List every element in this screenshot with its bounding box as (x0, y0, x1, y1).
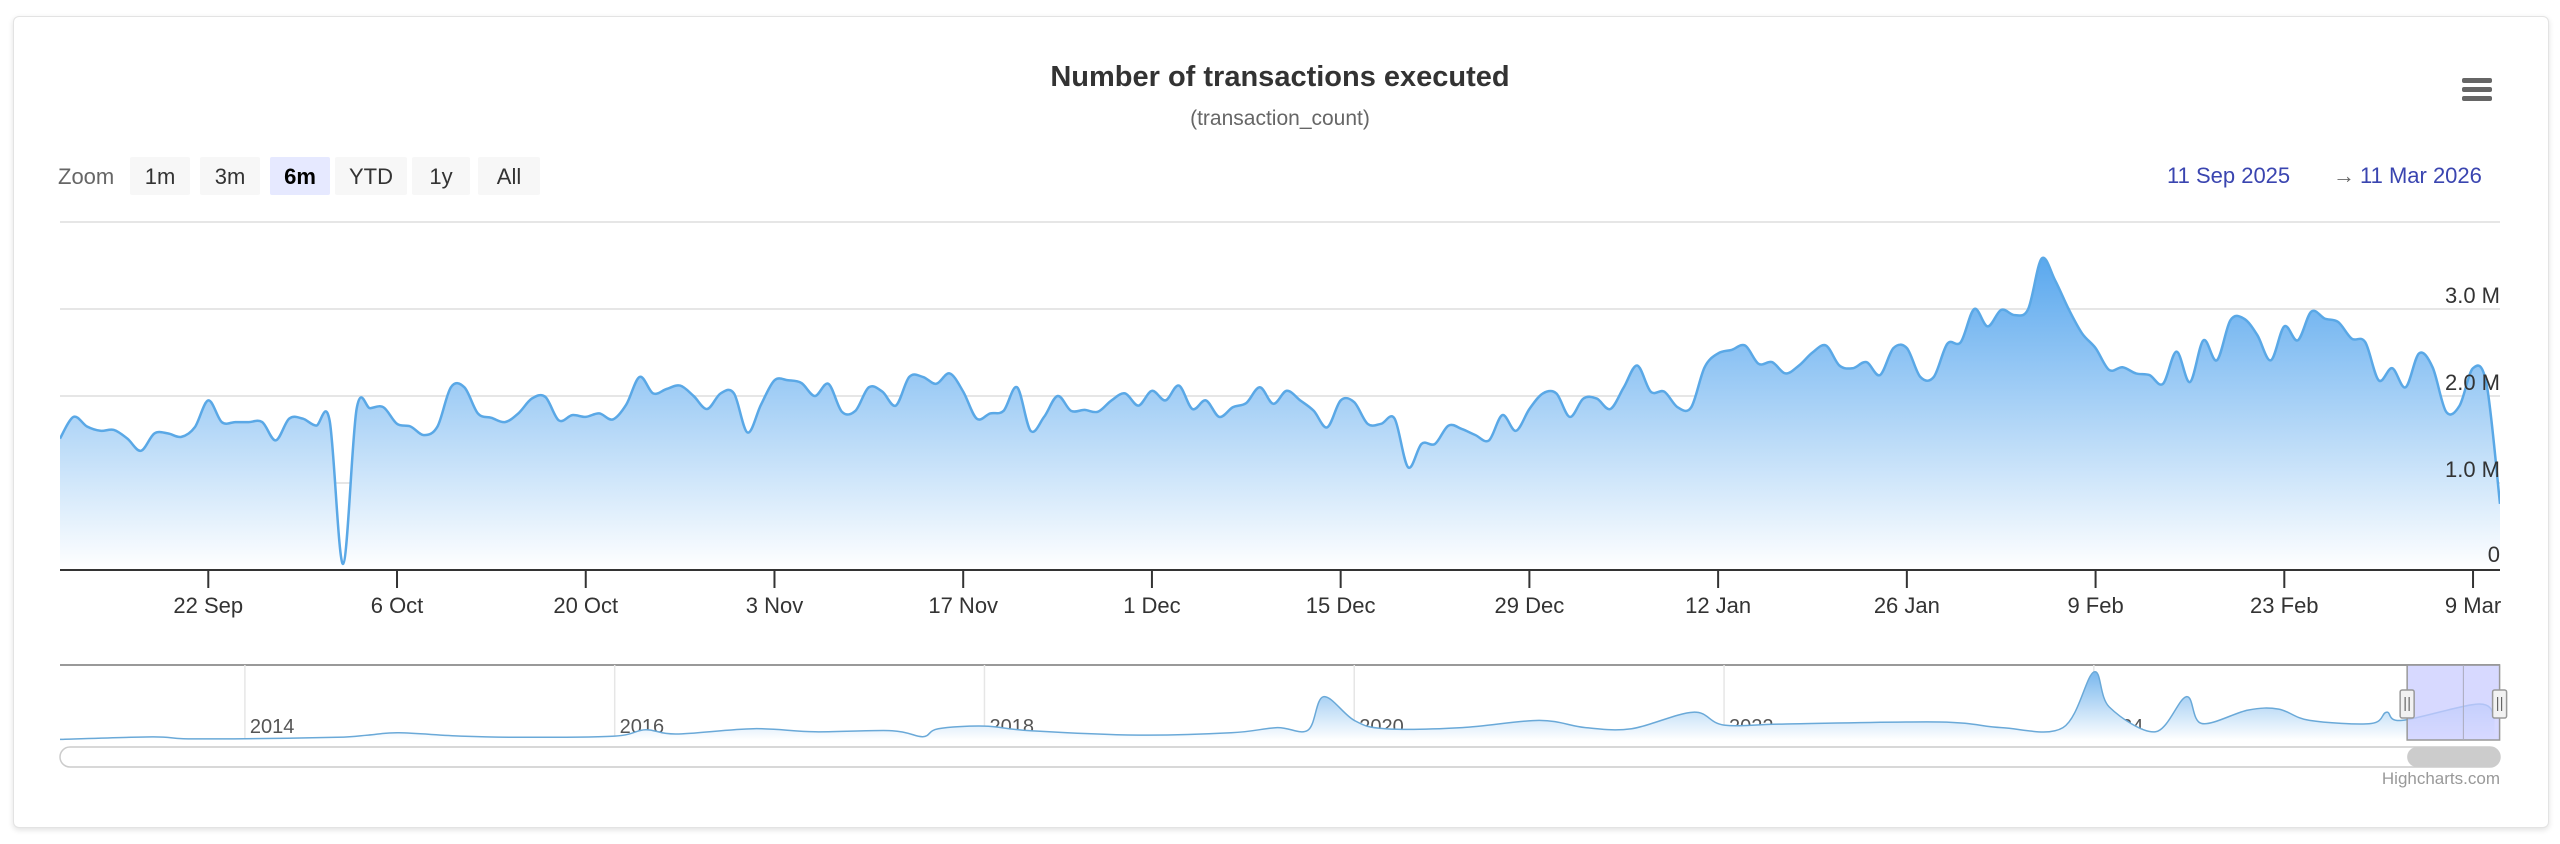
x-tick-label: 3 Nov (746, 593, 803, 618)
x-tick-label: 17 Nov (928, 593, 998, 618)
navigator-right-handle[interactable] (2491, 689, 2508, 719)
zoom-button-6m[interactable]: 6m (270, 157, 330, 195)
x-tick-label: 9 Mar (2445, 593, 2501, 618)
scrollbar-track[interactable] (59, 746, 2501, 768)
x-tick-label: 6 Oct (371, 593, 424, 618)
zoom-button-ytd[interactable]: YTD (335, 157, 407, 195)
x-tick-label: 15 Dec (1306, 593, 1376, 618)
zoom-button-label: YTD (349, 164, 393, 189)
series-area (60, 257, 2500, 570)
navigator-series-area (60, 671, 2495, 740)
x-tick-label: 26 Jan (1874, 593, 1940, 618)
range-selector: Zoom 1m 3m 6m YTD 1y All 11 Sep 2025 → 11 Mar… (58, 157, 2482, 195)
zoom-button-label: 1m (145, 164, 176, 189)
y-tick-label: 0 (2488, 542, 2500, 567)
navigator-left-handle[interactable] (2399, 689, 2415, 719)
navigator-selected-range[interactable] (2406, 664, 2501, 741)
x-tick-label: 22 Sep (173, 593, 243, 618)
navigator-year-label: 2014 (250, 716, 295, 738)
chart-subtitle: (transaction_count) (1190, 107, 1370, 130)
zoom-button-label: 6m (284, 164, 316, 189)
y-tick-label: 1.0 M (2445, 457, 2500, 482)
range-from-input[interactable]: 11 Sep 2025 (2167, 163, 2290, 188)
x-axis: 22 Sep 6 Oct 20 Oct 3 Nov 17 Nov 1 Dec 15 Dec 2… (173, 570, 2501, 618)
x-tick-label: 20 Oct (553, 593, 618, 618)
zoom-button-label: 3m (215, 164, 246, 189)
zoom-button-1m[interactable]: 1m (130, 157, 190, 195)
x-tick-label: 12 Jan (1685, 593, 1751, 618)
scrollbar[interactable] (59, 746, 2501, 768)
zoom-button-1y[interactable]: 1y (412, 157, 470, 195)
zoom-label: Zoom (58, 164, 114, 189)
y-tick-label: 2.0 M (2445, 370, 2500, 395)
scrollbar-thumb[interactable] (2407, 747, 2500, 767)
range-arrow: → (2333, 163, 2355, 188)
x-tick-label: 9 Feb (2067, 593, 2123, 618)
navigator[interactable]: 201420162018202020222024 (59, 664, 2508, 741)
x-tick-label: 23 Feb (2250, 593, 2319, 618)
zoom-button-label: All (497, 164, 521, 189)
zoom-button-all[interactable]: All (478, 157, 540, 195)
zoom-button-label: 1y (429, 164, 452, 189)
chart-title: Number of transactions executed (1050, 61, 1509, 93)
range-to-input[interactable]: 11 Mar 2026 (2360, 163, 2482, 188)
highcharts-credits-link[interactable]: Highcharts.com (2382, 769, 2500, 788)
hamburger-menu-icon[interactable] (2462, 78, 2492, 104)
x-tick-label: 1 Dec (1123, 593, 1180, 618)
navigator-series-line (59, 671, 2496, 741)
series-line (60, 256, 2500, 566)
y-axis-labels: 0 1.0 M 2.0 M 3.0 M (2445, 283, 2500, 567)
x-tick-label: 29 Dec (1495, 593, 1565, 618)
zoom-button-3m[interactable]: 3m (200, 157, 260, 195)
y-tick-label: 3.0 M (2445, 283, 2500, 308)
